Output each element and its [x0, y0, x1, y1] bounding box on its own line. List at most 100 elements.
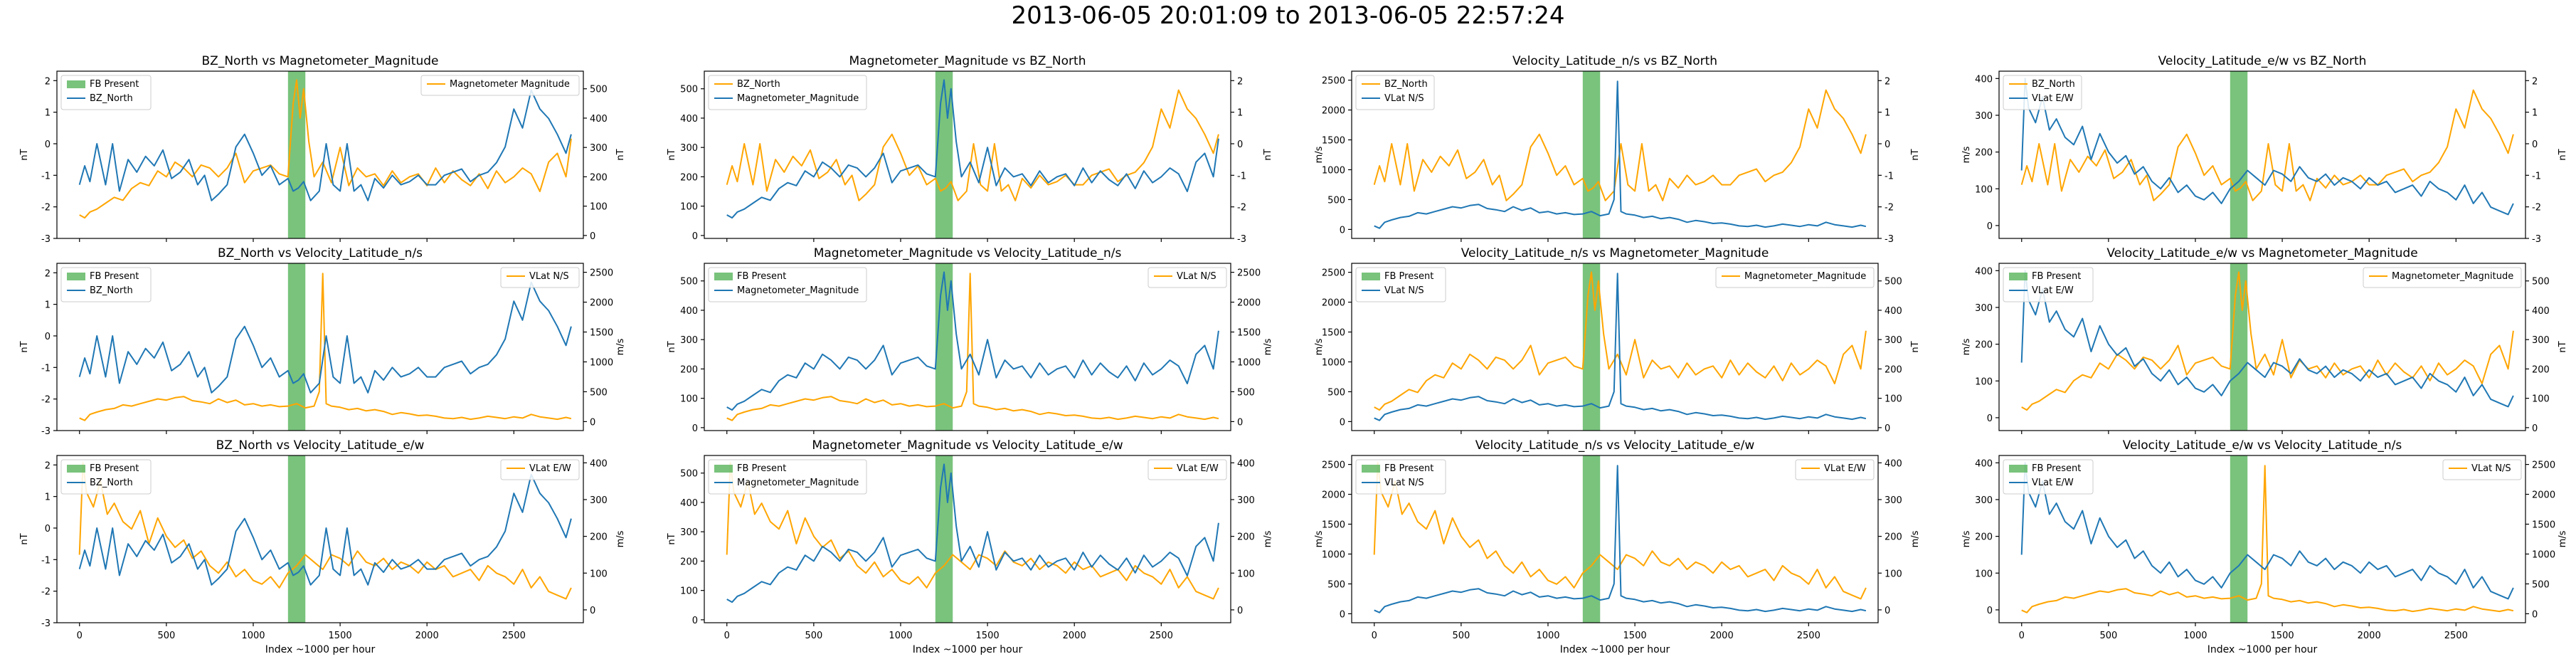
- subplot-title: BZ_North vs Velocity_Latitude_e/w: [216, 438, 425, 453]
- y-tick-label-right: 2500: [1237, 268, 1261, 279]
- x-tick-label: 2500: [502, 631, 526, 641]
- legend: FB Present VLat E/W: [2003, 459, 2094, 495]
- legend-box: [420, 75, 580, 96]
- y-tick-label-left: 500: [680, 277, 698, 288]
- subplot-title: Velocity_Latitude_e/w vs Magnetometer_Ma…: [2106, 246, 2417, 260]
- legend-label: VLat E/W: [1824, 463, 1866, 474]
- y-tick-label-left: 200: [1975, 532, 1993, 543]
- series-line-left: [78, 281, 572, 394]
- y-tick-label-right: 0: [1237, 139, 1243, 150]
- y-tick-label-left: 0: [1987, 221, 1993, 232]
- legend-box: [1715, 267, 1875, 288]
- y-tick-label-right: 400: [1237, 458, 1255, 469]
- y-tick-label-right: 0: [1885, 139, 1890, 150]
- y-tick-label-left: 200: [680, 172, 698, 183]
- y-tick-label-left: -1: [41, 555, 51, 566]
- y-tick-label-right: 2000: [1237, 298, 1261, 309]
- y-tick-label-left: 1000: [1322, 165, 1345, 176]
- legend-label: VLat E/W: [2032, 478, 2074, 488]
- y-tick-label-right: 100: [1237, 569, 1255, 579]
- series-line-right: [79, 273, 572, 421]
- legend: VLat E/W: [1147, 459, 1227, 480]
- legend-label: VLat E/W: [2032, 93, 2074, 104]
- y-tick-label-right: -1: [2532, 171, 2541, 181]
- y-tick-label-left: -2: [41, 203, 51, 214]
- x-tick-label: 2000: [2358, 631, 2381, 641]
- y-tick-label-right: 400: [590, 458, 608, 469]
- legend-box: [708, 267, 867, 302]
- fb-present-band: [2230, 455, 2248, 623]
- subplot-1: 0 100 200 300 400 500 -3 -2 -1 0 1 2 BZ_North vs Mag…: [19, 54, 626, 245]
- legend-label: FB Present: [2032, 271, 2081, 282]
- series-line-left: [726, 271, 1219, 411]
- y-tick-label-right: 0: [1885, 423, 1890, 434]
- legend-box: [500, 459, 580, 480]
- subplot-title: Velocity_Latitude_n/s vs Magnetometer_Ma…: [1461, 246, 1769, 260]
- y-tick-label-left: -1: [41, 171, 51, 181]
- series-line-right: [1373, 462, 1867, 600]
- series-line-right: [2021, 465, 2514, 613]
- y-tick-label-left: 0: [1987, 606, 1993, 616]
- y-tick-label-left: 400: [680, 114, 698, 125]
- y-tick-label-right: 2: [2532, 76, 2538, 87]
- subplot-title: Velocity_Latitude_n/s vs Velocity_Latitu…: [1475, 438, 1755, 453]
- series-line-right: [1374, 271, 1867, 411]
- legend-label: FB Present: [1384, 271, 1433, 282]
- y-tick-label-left: -3: [41, 426, 51, 437]
- legend-swatch: [2009, 465, 2028, 473]
- y-tick-label-right: 200: [1885, 532, 1902, 543]
- legend-label: Magnetometer_Magnitude: [737, 478, 859, 488]
- x-tick-label: 1000: [1536, 631, 1559, 641]
- y-tick-label-left: 0: [1340, 225, 1345, 236]
- series-line-right: [2021, 271, 2514, 411]
- y-tick-label-right: 400: [590, 114, 608, 125]
- y-axis-label-left: nT: [667, 341, 677, 352]
- y-tick-label-left: 300: [1975, 303, 1993, 314]
- y-axis-label-left: m/s: [1961, 530, 1972, 547]
- legend-label: FB Present: [2032, 463, 2081, 474]
- series-line-left: [1374, 273, 1867, 421]
- subplot-4: -3 -2 -1 0 1 2 0 100 200 300 400 Velocity_Latitude_…: [1961, 54, 2568, 245]
- y-tick-label-right: 2: [1885, 76, 1890, 87]
- y-tick-label-left: 2000: [1322, 298, 1345, 309]
- y-tick-label-right: 0: [2532, 423, 2538, 434]
- y-tick-label-left: 300: [680, 143, 698, 154]
- y-tick-label-right: 100: [590, 202, 608, 213]
- y-tick-label-left: -3: [41, 234, 51, 245]
- y-tick-label-left: 400: [1975, 266, 1993, 277]
- series-line-right: [726, 273, 1219, 421]
- y-axis-label-left: m/s: [1314, 338, 1325, 355]
- y-axis-label-right: nT: [2558, 149, 2568, 160]
- y-axis-label-left: nT: [19, 149, 30, 160]
- legend: BZ_North VLat E/W: [2003, 75, 2082, 110]
- y-tick-label-right: 0: [2532, 609, 2538, 620]
- y-tick-label-right: 400: [2532, 306, 2550, 317]
- x-tick-label: 2000: [415, 631, 439, 641]
- x-tick-label: 2500: [2444, 631, 2468, 641]
- y-tick-label-right: 500: [2532, 277, 2550, 288]
- y-tick-label-left: 300: [1975, 495, 1993, 506]
- plot-frame: [1998, 70, 2526, 239]
- plot-frame: [56, 455, 584, 623]
- subplot-title: BZ_North vs Velocity_Latitude_n/s: [218, 246, 423, 260]
- y-tick-label-right: 1500: [1237, 328, 1261, 339]
- legend-swatch: [1362, 273, 1380, 280]
- legend: BZ_North Magnetometer_Magnitude: [708, 75, 867, 110]
- y-tick-label-right: 1500: [590, 328, 613, 339]
- y-axis-label-right: nT: [615, 149, 626, 160]
- y-tick-label-left: 0: [692, 231, 698, 242]
- y-tick-label-left: 1500: [1322, 520, 1345, 531]
- y-tick-label-left: 500: [1327, 195, 1345, 206]
- legend-label: VLat N/S: [529, 271, 569, 282]
- y-tick-label-right: 300: [1885, 335, 1902, 346]
- plot-frame: [1351, 455, 1879, 623]
- subplot-6: 0 500 1000 1500 2000 2500 0 100 200 300 400 500 Magn…: [667, 246, 1273, 434]
- y-tick-label-left: 1500: [1322, 328, 1345, 339]
- x-tick-label: 2000: [1710, 631, 1734, 641]
- legend-swatch: [2009, 273, 2028, 280]
- legend: Magnetometer Magnitude: [420, 75, 580, 96]
- y-axis-label-right: m/s: [615, 530, 626, 547]
- legend-label: FB Present: [90, 79, 139, 90]
- legend-box: [708, 459, 867, 495]
- figure-title: 2013-06-05 20:01:09 to 2013-06-05 22:57:…: [1011, 1, 1565, 30]
